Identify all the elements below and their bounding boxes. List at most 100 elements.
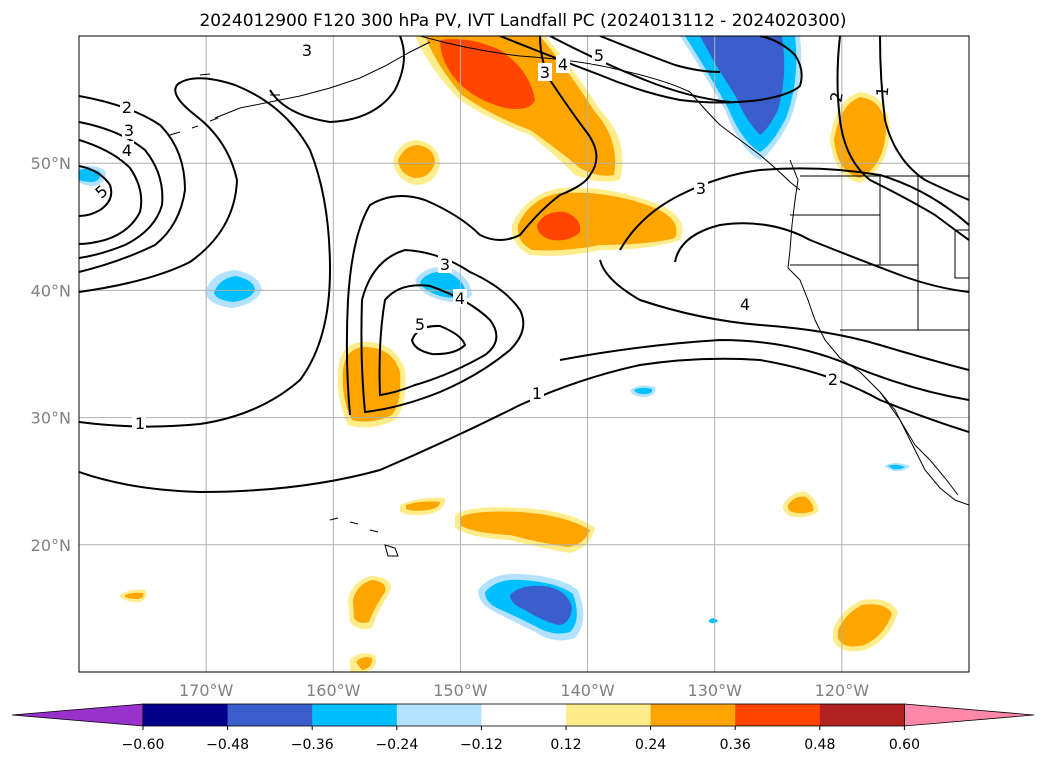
positive-anomaly — [356, 657, 373, 670]
contour-label: 5 — [594, 46, 604, 65]
negative-anomaly — [214, 276, 255, 302]
us-state-lines — [840, 229, 969, 331]
contour-label: 3 — [302, 41, 312, 60]
colorbar-bin — [481, 704, 567, 726]
contour-label: 2 — [826, 90, 846, 103]
small-islands — [199, 73, 280, 96]
gridlines — [79, 36, 969, 672]
figure-title: 2024012900 F120 300 hPa PV, IVT Landfall… — [199, 11, 846, 31]
aleutian-islands — [169, 117, 219, 136]
longitude-tick-label: 140°W — [560, 681, 615, 700]
longitude-tick-label: 130°W — [688, 681, 743, 700]
contour-labels: 2 3 4 5 1 3 3 4 5 3 3 4 — [91, 41, 892, 433]
colorbar-tick-label: −0.48 — [206, 737, 249, 753]
longitude-tick-label: 160°W — [306, 681, 361, 700]
pv-contour — [79, 357, 969, 494]
latitude-tick-label: 20°N — [31, 536, 71, 555]
positive-anomaly — [838, 604, 892, 647]
contour-label: 3 — [696, 179, 706, 198]
contour-label: 1 — [532, 384, 542, 403]
colorbar-bin — [650, 704, 736, 726]
west-coast-north-america — [787, 159, 969, 506]
colorbar-extension-min — [11, 703, 144, 727]
coastlines — [169, 36, 969, 557]
negative-anomaly — [510, 585, 572, 625]
colorbar-tick-label: 0.12 — [550, 737, 581, 753]
pv-contour — [79, 165, 113, 217]
colorbar-tick-label: 0.24 — [635, 737, 666, 753]
pv-contour — [79, 139, 143, 245]
us-state-lines — [790, 176, 969, 331]
negative-anomaly — [888, 464, 905, 470]
contour-label: 4 — [558, 55, 568, 74]
colorbar: −0.60 −0.48 −0.36 −0.24 −0.12 0.12 0.24 0.36 0.4… — [11, 703, 1035, 753]
colorbar-tick-label: 0.60 — [889, 737, 920, 753]
latitude-tick-label: 30°N — [31, 409, 71, 428]
colorbar-bin — [396, 704, 482, 726]
longitude-labels: 170°W 160°W 150°W 140°W 130°W 120°W — [179, 681, 869, 700]
baja-california — [879, 391, 959, 496]
contour-label: 1 — [873, 86, 893, 98]
contour-label: 2 — [828, 370, 838, 389]
contour-label: 5 — [415, 315, 425, 334]
contour-label: 3 — [540, 63, 550, 82]
pv-contour — [599, 259, 969, 371]
pv-contour — [836, 36, 969, 241]
longitude-tick-label: 170°W — [179, 681, 234, 700]
pv-contours — [79, 36, 969, 494]
colorbar-tick-label: −0.12 — [460, 737, 503, 753]
colorbar-bin — [735, 704, 821, 726]
positive-anomaly — [460, 511, 590, 547]
alaska-south-coast — [419, 36, 801, 191]
colorbar-tick-label: −0.36 — [291, 737, 334, 753]
positive-anomaly — [125, 592, 144, 599]
colorbar-bin — [566, 704, 652, 726]
longitude-tick-label: 120°W — [815, 681, 870, 700]
positive-anomaly — [353, 580, 386, 623]
pv-contour — [79, 95, 187, 273]
pv-contour — [674, 222, 969, 293]
pv-contour — [559, 338, 969, 401]
positive-anomaly — [537, 211, 581, 241]
negative-anomaly — [700, 36, 785, 135]
colorbar-bin — [312, 704, 398, 726]
map-frame — [78, 35, 970, 673]
positive-anomaly — [398, 145, 435, 178]
colorbar-tick-label: 0.36 — [720, 737, 751, 753]
colorbar-bin — [143, 704, 229, 726]
negative-anomaly — [709, 618, 718, 624]
pv-contour — [360, 248, 525, 414]
pv-contour — [879, 36, 969, 201]
positive-anomaly — [406, 501, 440, 511]
shading-layer — [79, 36, 910, 672]
pv-contour — [410, 324, 467, 356]
contour-label: 4 — [455, 289, 465, 308]
latitude-tick-label: 40°N — [31, 281, 71, 300]
positive-anomaly — [834, 97, 886, 178]
contour-label: 3 — [124, 121, 134, 140]
latitude-labels: 20°N 30°N 40°N 50°N — [31, 154, 71, 555]
colorbar-frame — [142, 703, 905, 727]
positive-anomaly — [440, 39, 535, 109]
contour-label: 4 — [740, 295, 750, 314]
pv-contour — [378, 284, 498, 397]
colorbar-extension-max — [904, 703, 1035, 727]
pv-contour — [499, 36, 803, 104]
pv-contour — [345, 36, 598, 416]
pv-contour — [549, 36, 731, 103]
alaska-peninsula — [214, 41, 431, 119]
pv-contour — [599, 36, 721, 73]
pv-contour — [79, 77, 332, 428]
positive-anomaly — [787, 496, 814, 514]
positive-anomaly — [342, 346, 401, 422]
latitude-tick-label: 50°N — [31, 154, 71, 173]
colorbar-tick-label: 0.48 — [804, 737, 835, 753]
colorbar-tick-label: −0.24 — [375, 737, 418, 753]
contour-label: 4 — [122, 141, 132, 160]
negative-anomaly — [79, 168, 101, 182]
contour-label: 3 — [440, 255, 450, 274]
negative-anomaly — [634, 387, 653, 394]
colorbar-bin — [819, 704, 905, 726]
hawaiian-islands — [329, 517, 399, 557]
